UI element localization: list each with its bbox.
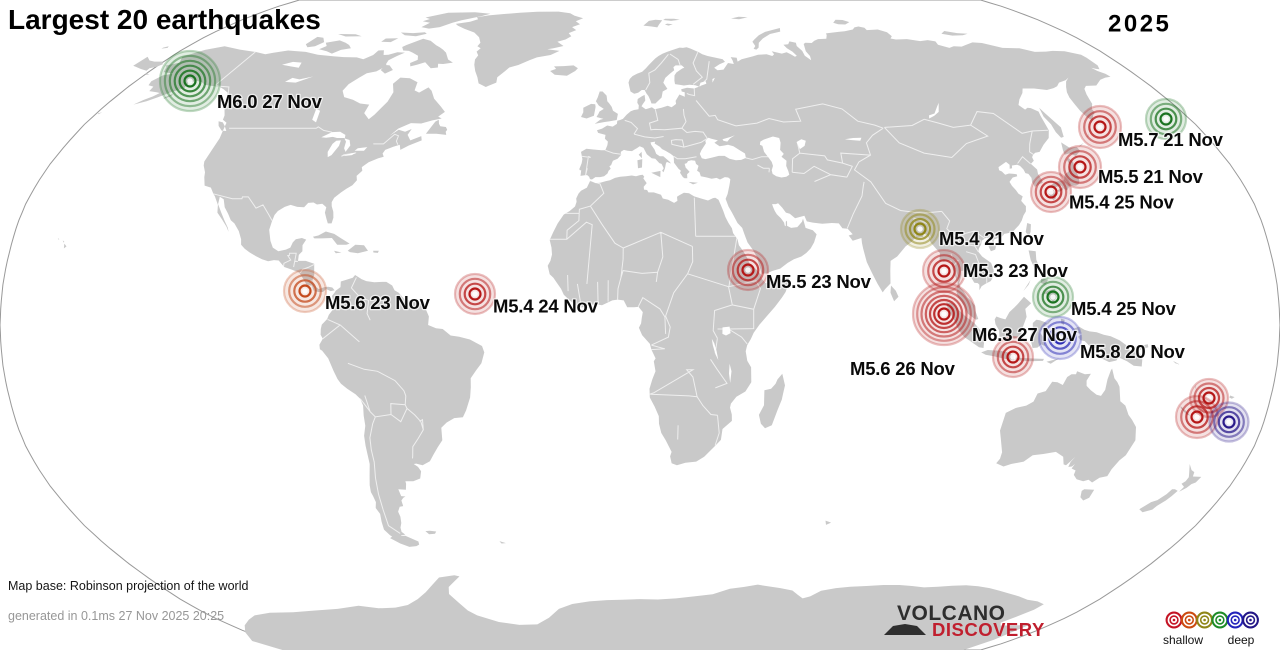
svg-text:Map base: Robinson projection: Map base: Robinson projection of the wor…	[8, 579, 248, 593]
svg-text:generated in 0.1ms 27 Nov 2025: generated in 0.1ms 27 Nov 2025 20:25	[8, 609, 224, 623]
svg-text:M5.4 25 Nov: M5.4 25 Nov	[1071, 298, 1177, 319]
svg-text:M6.0 27 Nov: M6.0 27 Nov	[217, 91, 323, 112]
svg-text:M5.6 26 Nov: M5.6 26 Nov	[850, 358, 956, 379]
svg-text:VOLCANO: VOLCANO	[897, 602, 1006, 625]
svg-text:M5.4 21 Nov: M5.4 21 Nov	[939, 228, 1045, 249]
svg-text:2025: 2025	[1108, 11, 1171, 38]
svg-text:M5.5 23 Nov: M5.5 23 Nov	[766, 271, 872, 292]
svg-text:Largest 20 earthquakes: Largest 20 earthquakes	[8, 4, 321, 35]
svg-text:M5.8 20 Nov: M5.8 20 Nov	[1080, 341, 1186, 362]
svg-text:M5.4 25 Nov: M5.4 25 Nov	[1069, 192, 1175, 213]
svg-text:DISCOVERY: DISCOVERY	[932, 619, 1045, 640]
svg-text:M5.7 21 Nov: M5.7 21 Nov	[1118, 129, 1224, 150]
svg-text:shallow: shallow	[1163, 633, 1203, 647]
svg-text:M5.5 21 Nov: M5.5 21 Nov	[1098, 166, 1204, 187]
svg-text:M6.3 27 Nov: M6.3 27 Nov	[972, 324, 1078, 345]
svg-text:M5.6 23 Nov: M5.6 23 Nov	[325, 292, 431, 313]
svg-text:deep: deep	[1228, 633, 1255, 647]
svg-text:M5.3 23 Nov: M5.3 23 Nov	[963, 260, 1069, 281]
svg-text:M5.4 24 Nov: M5.4 24 Nov	[493, 296, 599, 317]
